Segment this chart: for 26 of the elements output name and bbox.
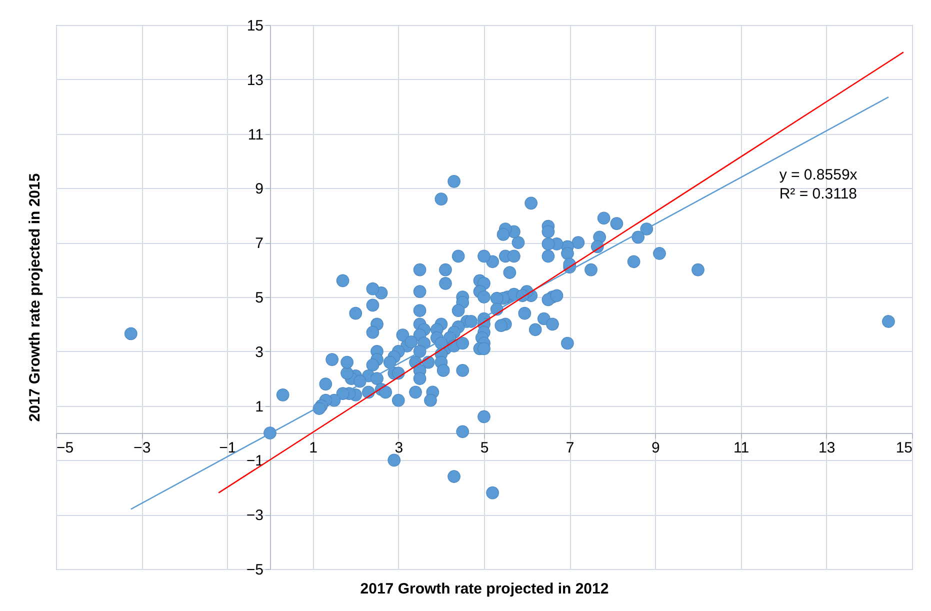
y-tick-label: 15: [246, 18, 264, 34]
y-tick-label: 9: [255, 180, 264, 198]
x-tick-label: 9: [652, 440, 660, 456]
y-tick-label: 13: [246, 72, 264, 89]
y-tick-label: 11: [248, 126, 264, 144]
x-tick-label: 5: [480, 440, 489, 456]
y-tick-label: −5: [246, 562, 264, 578]
annotation: y = 0.8559x: [779, 166, 858, 184]
x-tick-label: 1: [309, 440, 318, 456]
y-axis-title: 2017 Growth rate projected in 2015: [26, 173, 44, 422]
y-tick-label: 1: [255, 398, 264, 416]
annotation: R² = 0.3118: [779, 186, 858, 203]
x-tick-label: 13: [818, 440, 836, 456]
x-tick-label: 15: [896, 440, 912, 456]
x-tick-label: −5: [56, 440, 74, 456]
x-tick-label: −3: [134, 440, 151, 456]
x-tick-label: 7: [566, 440, 574, 456]
x-tick-label: 3: [394, 440, 404, 456]
y-tick-label: −3: [246, 507, 264, 524]
y-tick-label: 5: [255, 290, 264, 306]
y-tick-label: 7: [255, 235, 264, 252]
x-tick-label: 11: [734, 440, 750, 456]
y-tick-label: 3: [255, 344, 264, 361]
x-tick-label: −1: [219, 440, 236, 456]
x-axis-title: 2017 Growth rate projected in 2012: [360, 580, 609, 598]
y-tick-label: −1: [246, 452, 264, 470]
